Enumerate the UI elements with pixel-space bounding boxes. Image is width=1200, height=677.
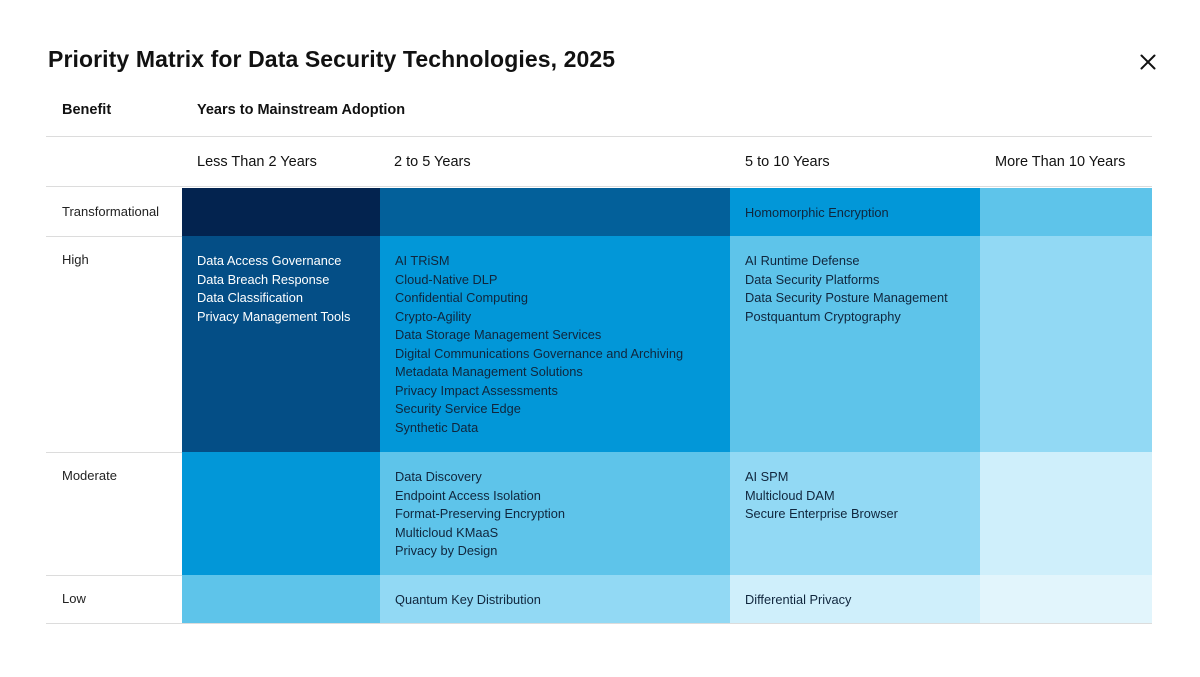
technology-item[interactable]: Privacy by Design (395, 543, 498, 558)
technology-item[interactable]: Data Security Platforms (745, 271, 880, 287)
technology-list: AI TRiSM Cloud-Native DLP Confidential Com… (380, 236, 730, 437)
technology-item[interactable]: Digital Communications Governance and Ar… (395, 345, 684, 361)
row-divider (46, 236, 182, 237)
technology-item[interactable]: AI SPM (745, 469, 789, 484)
matrix-cell-transformational-2 (380, 188, 730, 236)
technology-item[interactable]: Homomorphic Encryption (745, 205, 889, 220)
technology-list: AI Runtime Defense Data Security Platform… (730, 236, 980, 326)
column-header-more-than-10: More Than 10 Years (995, 154, 1126, 170)
technology-list (182, 188, 380, 204)
technology-list (980, 575, 1152, 591)
technology-item[interactable]: Format-Preserving Encryption (395, 506, 565, 521)
technology-list (182, 452, 380, 468)
matrix-cell-transformational-1 (182, 188, 380, 236)
matrix-cell-moderate-4 (980, 452, 1152, 575)
technology-item[interactable]: Data Access Governance (197, 253, 342, 268)
technology-item[interactable]: Data Security Posture Management (745, 290, 948, 305)
technology-item[interactable]: AI TRiSM (395, 253, 450, 268)
row-label-high: High (62, 252, 89, 267)
column-header-less-than-2: Less Than 2 Years (197, 154, 317, 170)
header-divider (46, 136, 1152, 137)
matrix-cell-transformational-3: Homomorphic Encryption (730, 188, 980, 236)
technology-list: AI SPM Multicloud DAM Secure Enterprise Br… (730, 452, 980, 524)
matrix-cell-high-1: Data Access Governance Data Breach Respon… (182, 236, 380, 452)
row-label-moderate: Moderate (62, 468, 117, 483)
technology-item[interactable]: Security Service Edge (395, 401, 521, 416)
technology-item[interactable]: Multicloud DAM (745, 487, 835, 503)
technology-item[interactable]: Data Discovery (395, 469, 482, 484)
matrix-cell-high-4 (980, 236, 1152, 452)
technology-item[interactable]: Cloud-Native DLP (395, 271, 498, 287)
technology-item[interactable]: Multicloud KMaaS (395, 524, 499, 540)
technology-list (980, 188, 1152, 204)
technology-item[interactable]: Privacy Impact Assessments (395, 382, 558, 398)
page-title: Priority Matrix for Data Security Techno… (48, 46, 616, 72)
matrix-cell-low-1 (182, 575, 380, 623)
technology-list: Quantum Key Distribution (380, 575, 730, 610)
columns-divider (46, 186, 1152, 187)
technology-item[interactable]: Endpoint Access Isolation (395, 487, 541, 503)
technology-item[interactable]: Synthetic Data (395, 419, 479, 435)
technology-list: Homomorphic Encryption (730, 188, 980, 223)
technology-item[interactable]: Confidential Computing (395, 290, 529, 305)
matrix-cell-moderate-3: AI SPM Multicloud DAM Secure Enterprise Br… (730, 452, 980, 575)
matrix-cell-low-3: Differential Privacy (730, 575, 980, 623)
technology-item[interactable]: Crypto-Agility (395, 308, 472, 324)
technology-item[interactable]: Metadata Management Solutions (395, 364, 583, 379)
technology-item[interactable]: Secure Enterprise Browser (745, 506, 898, 521)
matrix-cell-high-2: AI TRiSM Cloud-Native DLP Confidential Com… (380, 236, 730, 452)
technology-item[interactable]: Differential Privacy (745, 592, 852, 607)
technology-list (182, 575, 380, 591)
row-divider (46, 575, 182, 576)
technology-list: Data Discovery Endpoint Access Isolation F… (380, 452, 730, 561)
adoption-header: Years to Mainstream Adoption (197, 102, 406, 118)
technology-list (980, 452, 1152, 468)
matrix-cell-transformational-4 (980, 188, 1152, 236)
technology-list: Differential Privacy (730, 575, 980, 610)
technology-list (380, 188, 730, 204)
row-divider (46, 452, 182, 453)
technology-item[interactable]: Data Storage Management Services (395, 327, 602, 342)
matrix-cell-low-2: Quantum Key Distribution (380, 575, 730, 623)
column-header-5-to-10: 5 to 10 Years (745, 154, 830, 170)
matrix-cell-low-4 (980, 575, 1152, 623)
technology-list (980, 236, 1152, 252)
matrix-cell-high-3: AI Runtime Defense Data Security Platform… (730, 236, 980, 452)
technology-item[interactable]: Quantum Key Distribution (395, 592, 541, 607)
close-icon[interactable] (1136, 50, 1160, 74)
matrix-cell-moderate-2: Data Discovery Endpoint Access Isolation F… (380, 452, 730, 575)
column-header-2-to-5: 2 to 5 Years (394, 154, 471, 170)
technology-item[interactable]: Privacy Management Tools (197, 308, 351, 324)
bottom-divider (46, 623, 1152, 624)
technology-item[interactable]: Postquantum Cryptography (745, 308, 901, 324)
matrix-cell-moderate-1 (182, 452, 380, 575)
technology-item[interactable]: AI Runtime Defense (745, 253, 860, 268)
technology-list: Data Access Governance Data Breach Respon… (182, 236, 380, 326)
benefit-header: Benefit (62, 102, 112, 118)
technology-item[interactable]: Data Classification (197, 290, 303, 305)
technology-item[interactable]: Data Breach Response (197, 271, 330, 287)
row-label-low: Low (62, 591, 86, 606)
row-label-transformational: Transformational (62, 204, 160, 219)
